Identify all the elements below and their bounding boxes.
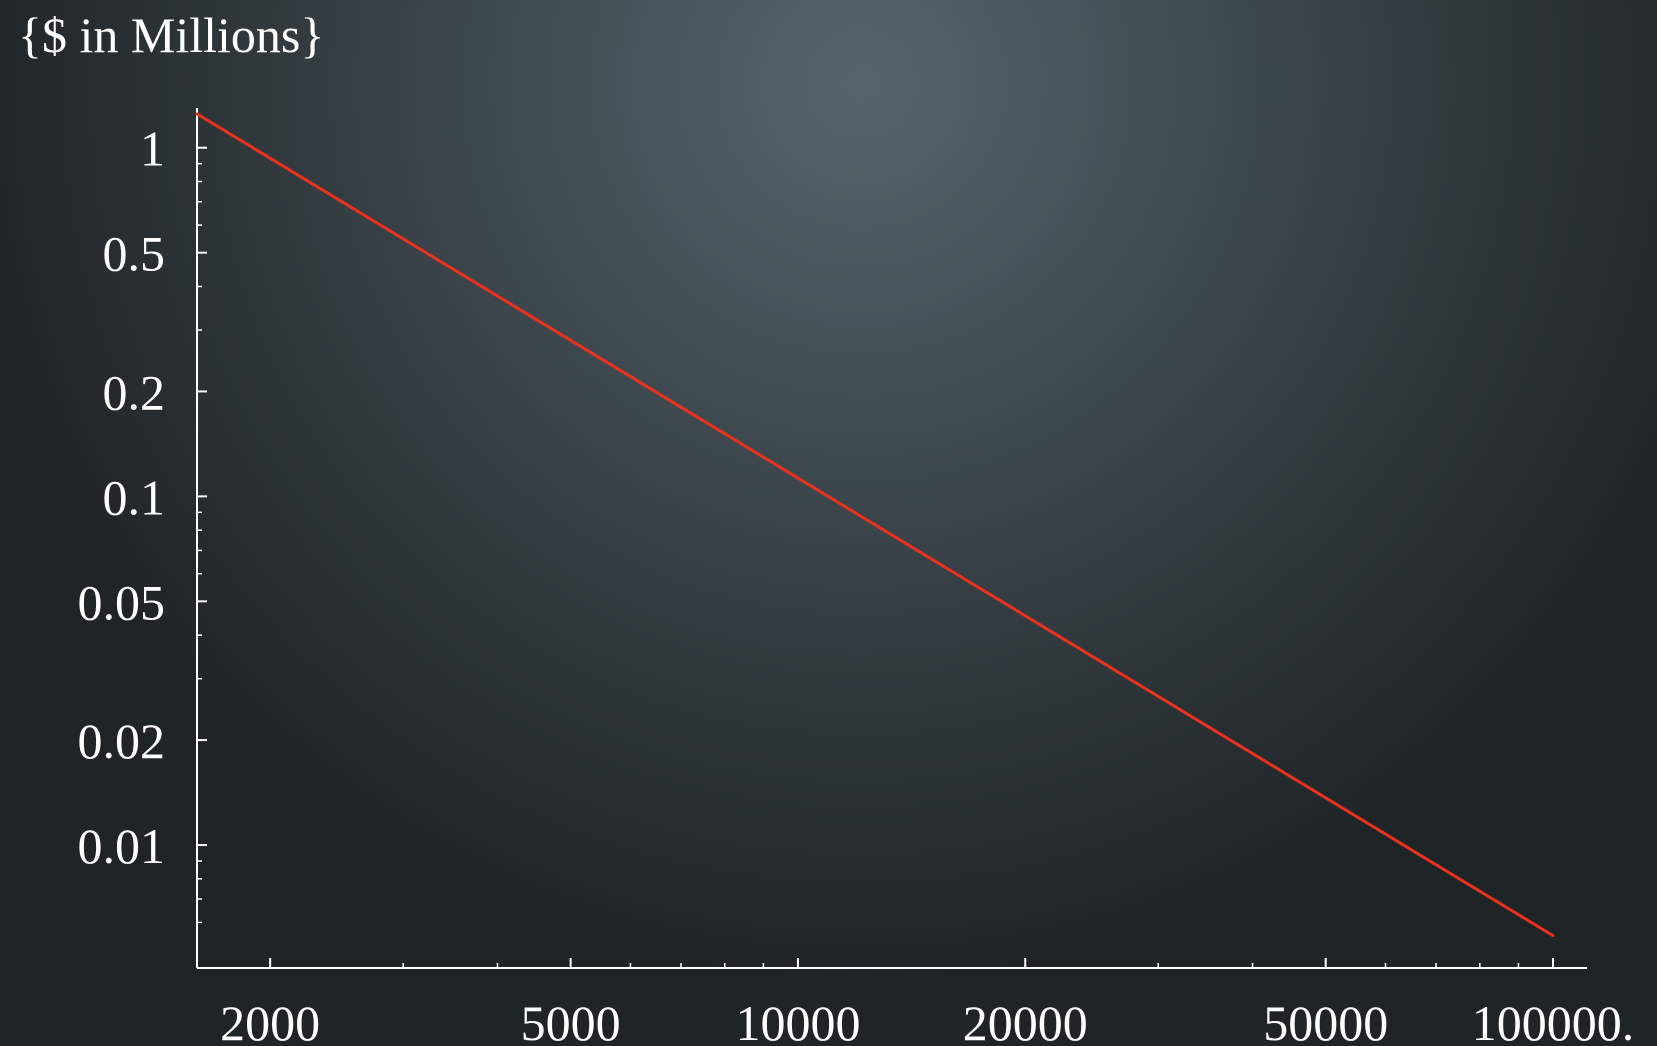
series-lines <box>195 112 1555 938</box>
x-tick-label: 2000 <box>220 995 320 1046</box>
tick-labels: 1 0.5 0.2 0.1 0.05 0.02 0.01 2000 5000 10000 20000… <box>78 121 1635 1046</box>
y-tick-label: 0.2 <box>103 364 166 420</box>
y-tick-label: 0.01 <box>78 818 166 874</box>
ticks <box>197 146 1554 968</box>
y-tick-label: 0.5 <box>103 226 166 282</box>
y-tick-label: 0.05 <box>78 574 166 630</box>
x-tick-label: 100000. <box>1472 995 1635 1046</box>
y-tick-label: 0.02 <box>78 713 166 769</box>
series-line <box>195 112 1555 938</box>
axes <box>196 108 1587 969</box>
x-tick-label: 10000 <box>735 995 860 1046</box>
x-tick-label: 50000 <box>1263 995 1388 1046</box>
y-tick-label: 0.1 <box>103 469 166 525</box>
x-tick-label: 5000 <box>521 995 621 1046</box>
x-tick-label: 20000 <box>963 995 1088 1046</box>
y-axis-title: {$ in Millions} <box>18 7 324 63</box>
y-tick-label: 1 <box>140 121 165 177</box>
